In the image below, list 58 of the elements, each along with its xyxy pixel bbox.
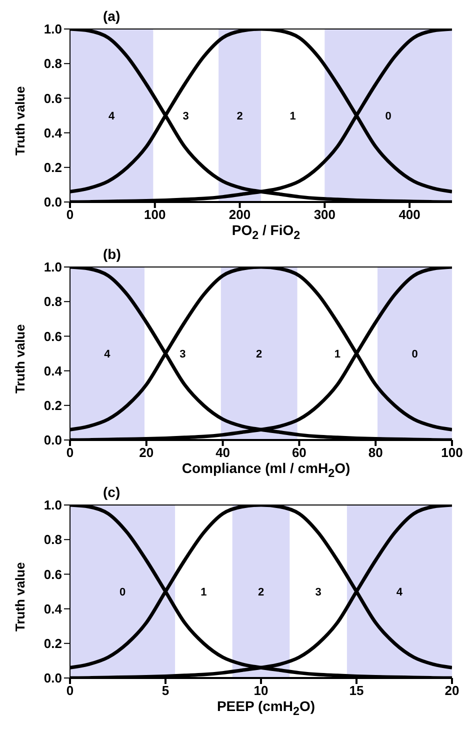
band-label: 4 [396,586,404,598]
annotation: 1 [200,586,207,598]
y-tick-label: 0.6 [44,328,62,344]
y-tick-label: 0.0 [44,670,62,686]
x-tick-label: 400 [398,207,420,222]
y-tick-label: 1.0 [44,498,62,513]
x-axis-title: PEEP (cmH$_{2}$O) [216,698,316,718]
band-label: 0 [119,586,126,598]
chart-title: (a) [103,8,120,24]
x-tick-label: 80 [368,445,383,460]
annotation: 1 [290,110,296,122]
y-tick-label: 0.2 [44,398,62,414]
x-tick-label: 20 [139,445,154,460]
y-tick-label: 0.4 [44,601,63,616]
y-tick-label: 0.2 [44,160,62,176]
y-tick-label: 1.0 [44,22,62,37]
x-tick-label: 20 [444,683,460,698]
annotation: 3 [182,110,189,122]
y-tick-label: 0.0 [44,432,62,448]
band-label: 2 [256,348,262,360]
band-label: 0 [385,110,392,122]
y-tick-label: 0.8 [44,294,62,310]
x-tick-label: 200 [228,207,251,222]
chart-title: (c) [103,484,120,500]
y-axis-title: Truth value [12,86,28,156]
y-axis-title: Truth value [12,324,28,394]
y-tick-label: 0.6 [44,566,62,582]
x-tick-label: 40 [216,445,230,460]
annotation: 3 [180,348,186,360]
y-tick-label: 0.8 [44,56,62,72]
annotation: 1 [334,348,340,360]
band-label: 2 [258,586,264,598]
y-tick-label: 0.4 [44,363,63,378]
x-tick-label: 100 [441,445,463,460]
x-tick-label: 100 [144,207,166,222]
x-tick-label: 0 [66,683,74,698]
y-tick-label: 0.2 [44,636,62,652]
chart-title: (b) [103,246,121,262]
y-axis-title: Truth value [12,562,28,632]
band-label: 0 [412,348,418,360]
x-axis-title: Compliance (ml / cmH$_{2}$O) [180,460,352,480]
band-label: 2 [236,110,243,122]
annotation: 3 [315,586,322,598]
y-tick-label: 1.0 [44,260,62,275]
y-tick-label: 0.8 [44,532,62,548]
y-tick-label: 0.4 [44,125,63,140]
x-tick-label: 300 [314,207,336,222]
x-tick-label: 10 [254,683,268,698]
band-label: 4 [108,110,116,122]
x-tick-label: 5 [162,683,170,698]
band-label: 4 [104,348,112,360]
x-tick-label: 0 [66,445,74,460]
x-tick-label: 0 [66,207,74,222]
y-tick-label: 0.6 [44,90,62,106]
x-tick-label: 60 [292,445,306,460]
y-tick-label: 0.0 [44,194,62,210]
x-axis-title: PO$_{2}$ / FiO$_{2}$ [230,222,302,242]
x-tick-label: 15 [349,683,364,698]
